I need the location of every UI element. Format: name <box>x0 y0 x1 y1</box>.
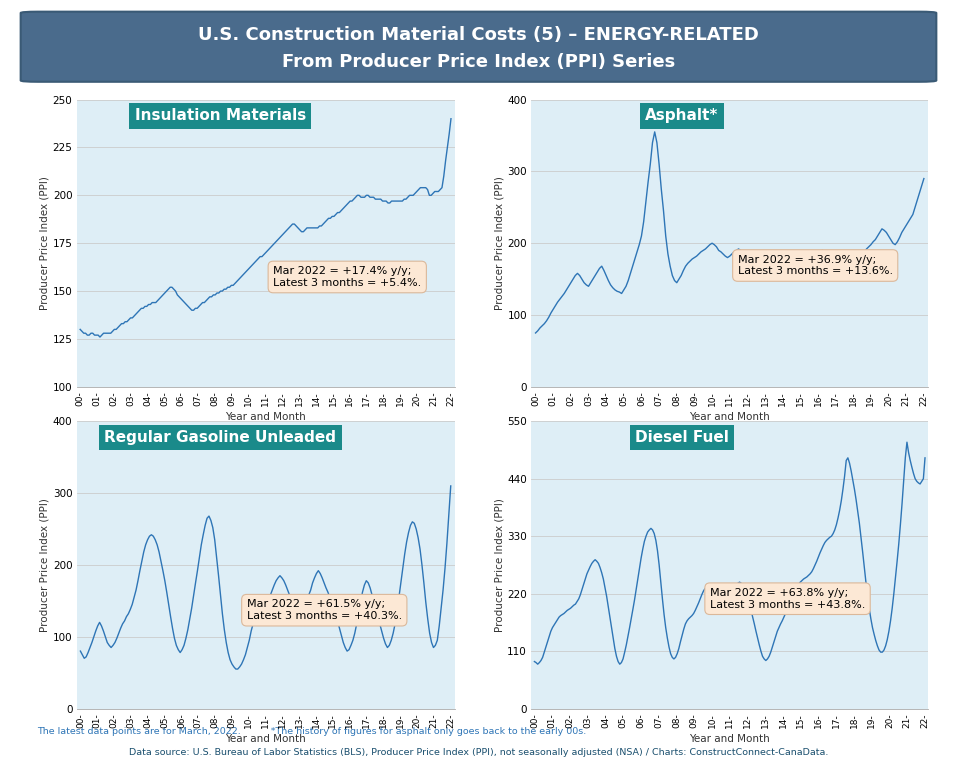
Text: Mar 2022 = +61.5% y/y;
Latest 3 months = +40.3%.: Mar 2022 = +61.5% y/y; Latest 3 months =… <box>247 599 402 621</box>
Y-axis label: Producer Price Index (PPI): Producer Price Index (PPI) <box>495 498 504 632</box>
FancyBboxPatch shape <box>21 11 936 82</box>
Text: Asphalt*: Asphalt* <box>645 108 719 123</box>
X-axis label: Year and Month: Year and Month <box>689 412 770 422</box>
Text: Mar 2022 = +17.4% y/y;
Latest 3 months = +5.4%.: Mar 2022 = +17.4% y/y; Latest 3 months =… <box>273 267 421 288</box>
Text: Insulation Materials: Insulation Materials <box>135 108 306 123</box>
Y-axis label: Producer Price Index (PPI): Producer Price Index (PPI) <box>40 176 50 310</box>
Y-axis label: Producer Price Index (PPI): Producer Price Index (PPI) <box>40 498 50 632</box>
X-axis label: Year and Month: Year and Month <box>225 734 306 744</box>
Text: Regular Gasoline Unleaded: Regular Gasoline Unleaded <box>104 430 336 445</box>
X-axis label: Year and Month: Year and Month <box>689 734 770 744</box>
Text: Data source: U.S. Bureau of Labor Statistics (BLS), Producer Price Index (PPI), : Data source: U.S. Bureau of Labor Statis… <box>129 748 828 758</box>
Text: Mar 2022 = +63.8% y/y;
Latest 3 months = +43.8%.: Mar 2022 = +63.8% y/y; Latest 3 months =… <box>710 588 865 610</box>
Text: U.S. Construction Material Costs (5) – ENERGY-RELATED: U.S. Construction Material Costs (5) – E… <box>198 25 759 44</box>
Text: Mar 2022 = +36.9% y/y;
Latest 3 months = +13.6%.: Mar 2022 = +36.9% y/y; Latest 3 months =… <box>738 254 893 277</box>
Text: The latest data points are for March, 2022.          *The history of figures for: The latest data points are for March, 20… <box>37 728 587 736</box>
Text: Diesel Fuel: Diesel Fuel <box>635 430 729 445</box>
X-axis label: Year and Month: Year and Month <box>225 412 306 422</box>
Text: From Producer Price Index (PPI) Series: From Producer Price Index (PPI) Series <box>282 53 675 70</box>
Y-axis label: Producer Price Index (PPI): Producer Price Index (PPI) <box>495 176 504 310</box>
